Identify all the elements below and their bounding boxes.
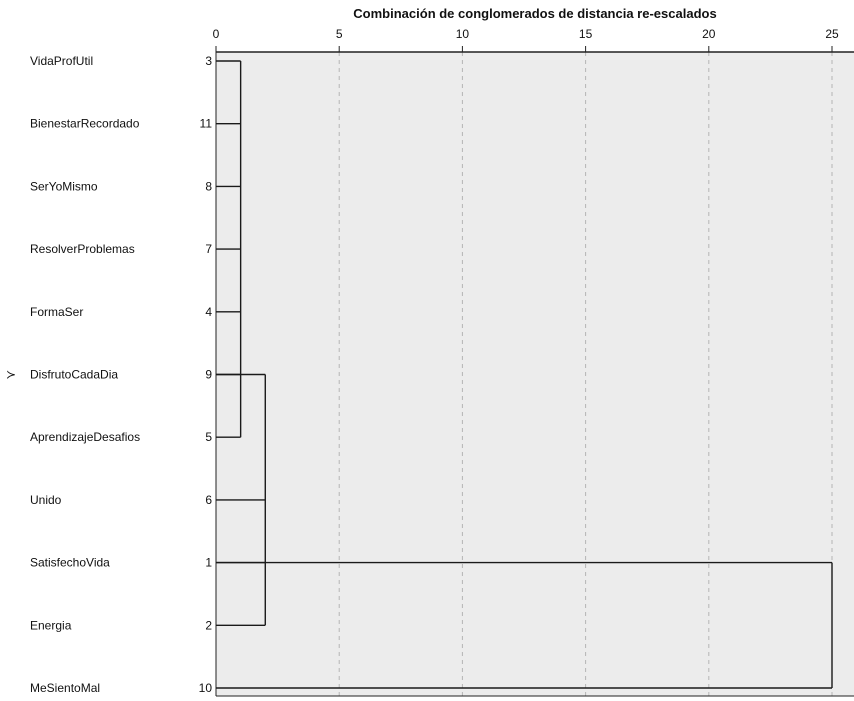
case-number: 2	[205, 618, 212, 632]
case-number: 6	[205, 493, 212, 507]
case-number: 5	[205, 430, 212, 444]
leaf-label: SatisfechoVida	[30, 556, 110, 570]
dendrogram-links	[216, 60, 833, 689]
case-number: 8	[205, 179, 212, 193]
case-number: 4	[205, 305, 212, 319]
case-number: 3	[205, 54, 212, 68]
case-number: 10	[199, 681, 213, 695]
leaf-label: Unido	[30, 493, 62, 507]
leaf-label: VidaProfUtil	[30, 54, 93, 68]
x-axis-ticks: 0 5 10 15 20 25	[213, 27, 839, 52]
row-marker-icon: ≻	[6, 368, 16, 382]
case-number: 7	[205, 242, 212, 256]
x-tick-label: 0	[213, 27, 220, 41]
leaf-label: BienestarRecordado	[30, 117, 140, 131]
x-tick-label: 5	[336, 27, 343, 41]
leaf-label: SerYoMismo	[30, 179, 98, 193]
leaf-label: DisfrutoCadaDia	[30, 368, 118, 382]
x-tick-label: 15	[579, 27, 593, 41]
leaf-label: FormaSer	[30, 305, 83, 319]
x-tick-label: 10	[456, 27, 470, 41]
leaf-labels: VidaProfUtil BienestarRecordado SerYoMismo…	[30, 54, 140, 695]
case-numbers: 3 11 8 7 4 9 5 6 1 2 10	[199, 54, 213, 695]
grid-lines	[338, 52, 833, 696]
case-number: 11	[200, 117, 213, 131]
x-tick-label: 20	[702, 27, 716, 41]
leaf-label: MeSientoMal	[30, 681, 100, 695]
leaf-label: AprendizajeDesafios	[30, 430, 140, 444]
case-number: 1	[205, 556, 212, 570]
chart-title: Combinación de conglomerados de distanci…	[353, 6, 716, 21]
x-tick-label: 25	[825, 27, 839, 41]
plot-area	[216, 52, 854, 696]
leaf-label: ResolverProblemas	[30, 242, 135, 256]
case-number: 9	[205, 368, 212, 382]
leaf-label: Energia	[30, 618, 72, 632]
